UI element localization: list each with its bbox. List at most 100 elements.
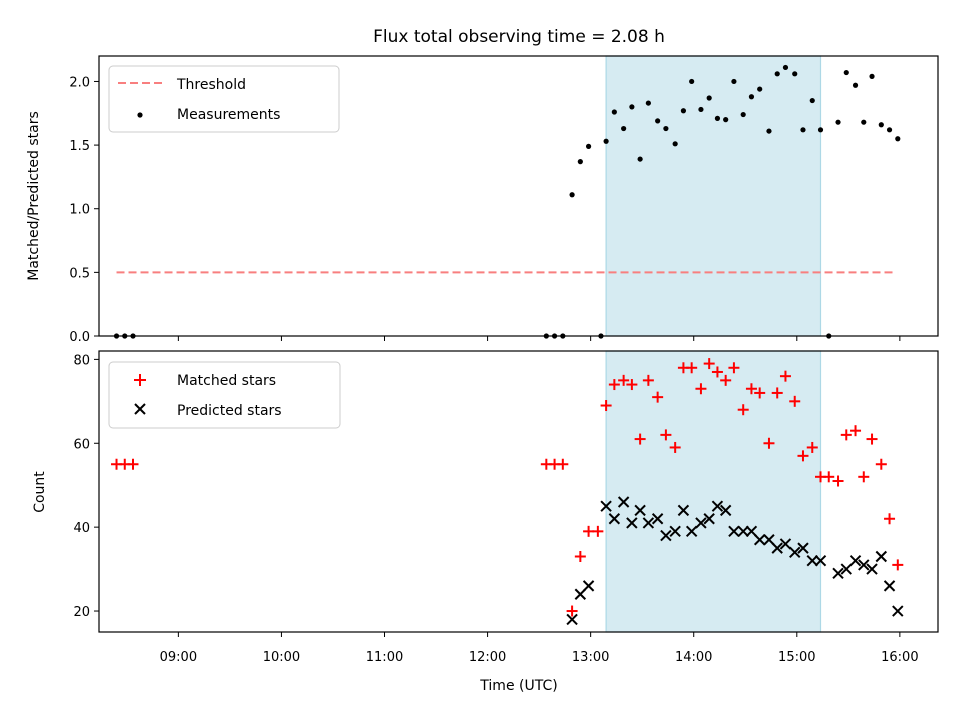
count-points xyxy=(111,358,904,626)
matched-stars-point xyxy=(797,450,809,462)
y-tick-label: 40 xyxy=(73,521,90,536)
measurement-point xyxy=(672,141,678,147)
predicted-stars-point xyxy=(737,525,749,538)
predicted-stars-point xyxy=(566,613,578,626)
predicted-stars-point xyxy=(797,542,809,554)
measurement-point xyxy=(621,125,627,132)
matched-stars-point xyxy=(592,525,604,537)
measurement-point xyxy=(886,127,893,133)
measurement-point xyxy=(569,192,575,198)
threshold-legend-label: Threshold xyxy=(176,77,246,93)
matched-stars-point xyxy=(600,400,612,412)
matched-stars-point xyxy=(127,458,139,470)
measurement-point xyxy=(680,108,687,114)
matched-stars-point xyxy=(669,441,681,453)
predicted-stars-point xyxy=(617,496,630,508)
measurement-point xyxy=(611,109,617,115)
count-y-axis-label: Count xyxy=(32,471,48,513)
observing-window-shade xyxy=(605,55,822,337)
measurement-point xyxy=(766,128,772,134)
measurement-point xyxy=(629,104,635,110)
matched-stars-point xyxy=(779,370,791,382)
measurement-point xyxy=(774,71,780,77)
x-tick-label: 16:00 xyxy=(881,650,918,665)
predicted-stars-point xyxy=(719,504,732,517)
measurement-point xyxy=(577,159,583,165)
ratio-legend: Threshold Measurements xyxy=(108,65,340,133)
predicted-stars-point xyxy=(753,534,766,546)
measurement-point xyxy=(731,78,737,85)
predicted-stars-point xyxy=(669,525,681,538)
predicted-stars-point xyxy=(728,525,740,538)
predicted-stars-point xyxy=(642,517,655,529)
matched-stars-point xyxy=(884,513,896,525)
predicted-stars-point xyxy=(789,546,801,559)
matched-stars-point xyxy=(745,383,757,395)
matched-stars-point xyxy=(806,441,818,453)
predicted-stars-point xyxy=(626,517,638,529)
measurement-point xyxy=(800,127,806,133)
measurement-point xyxy=(757,86,763,92)
y-tick-label: 0.5 xyxy=(69,266,90,281)
measurement-point xyxy=(689,78,695,85)
matched-stars-point xyxy=(789,395,801,407)
predicted-stars-point xyxy=(806,554,818,567)
matched-stars-point xyxy=(574,551,586,563)
measurements-legend-swatch xyxy=(137,112,143,118)
x-tick-label: 15:00 xyxy=(778,650,815,665)
y-tick-label: 80 xyxy=(73,353,90,368)
measurement-point xyxy=(645,100,651,106)
measurement-point xyxy=(835,119,841,125)
chart-title: Flux total observing time = 2.08 h xyxy=(373,27,665,47)
predicted-stars-point xyxy=(849,554,862,567)
predicted-stars-point xyxy=(685,525,698,538)
count-legend-box xyxy=(108,361,341,429)
ratio-axes-frame xyxy=(98,55,939,337)
matched-stars-point xyxy=(660,429,672,441)
count-axes-ticks: 20 40 60 80 09:00 10:00 11:00 12:00 13:00 14:00 15… xyxy=(73,353,918,665)
matched-stars-point xyxy=(557,458,569,470)
ratio-y-axis-label: Matched/Predicted stars xyxy=(26,111,42,281)
predicted-stars-point xyxy=(582,580,595,592)
matched-stars-point xyxy=(892,559,904,571)
predicted-stars-point xyxy=(814,554,827,567)
x-tick-label: 14:00 xyxy=(675,650,712,665)
predicted-stars-point xyxy=(771,542,783,554)
measurement-point xyxy=(706,95,712,101)
ratio-axes-ticks: 0.0 0.5 1.0 1.5 2.0 xyxy=(69,75,901,345)
measurement-point xyxy=(852,82,859,88)
measurement-point xyxy=(698,106,704,113)
matched-stars-point xyxy=(728,362,740,374)
measurement-point xyxy=(792,71,798,77)
predicted-stars-point xyxy=(677,504,690,517)
matched-stars-point xyxy=(858,471,870,483)
matched-stars-point xyxy=(686,362,698,374)
matched-stars-point xyxy=(626,379,638,391)
measurement-point xyxy=(637,156,643,162)
matched-stars-point xyxy=(618,374,630,386)
y-tick-label: 2.0 xyxy=(69,75,90,90)
predicted-stars-point xyxy=(695,517,707,529)
y-tick-label: 0.0 xyxy=(69,330,90,345)
measurement-point xyxy=(809,97,815,104)
predicted-stars-point xyxy=(866,563,878,575)
matched-stars-point xyxy=(823,471,835,483)
matched-stars-point xyxy=(832,475,844,487)
predicted-stars-point xyxy=(875,550,888,563)
matched-stars-point xyxy=(754,387,766,399)
measurement-point xyxy=(723,117,729,123)
matched-stars-point xyxy=(771,387,783,399)
matched-stars-point xyxy=(840,429,852,441)
y-tick-label: 1.5 xyxy=(69,139,90,154)
measurement-point xyxy=(655,118,661,124)
matched-stars-point xyxy=(850,425,862,437)
predicted-stars-point xyxy=(840,563,852,575)
matched-stars-point xyxy=(642,374,654,386)
matched-stars-point xyxy=(634,433,646,445)
predicted-stars-point xyxy=(858,559,870,571)
predicted-stars-point xyxy=(660,529,672,542)
predicted-stars-legend-label: Predicted stars xyxy=(177,403,282,419)
matched-stars-point xyxy=(566,605,578,617)
matched-stars-point xyxy=(608,379,620,391)
matched-stars-point xyxy=(763,437,775,449)
